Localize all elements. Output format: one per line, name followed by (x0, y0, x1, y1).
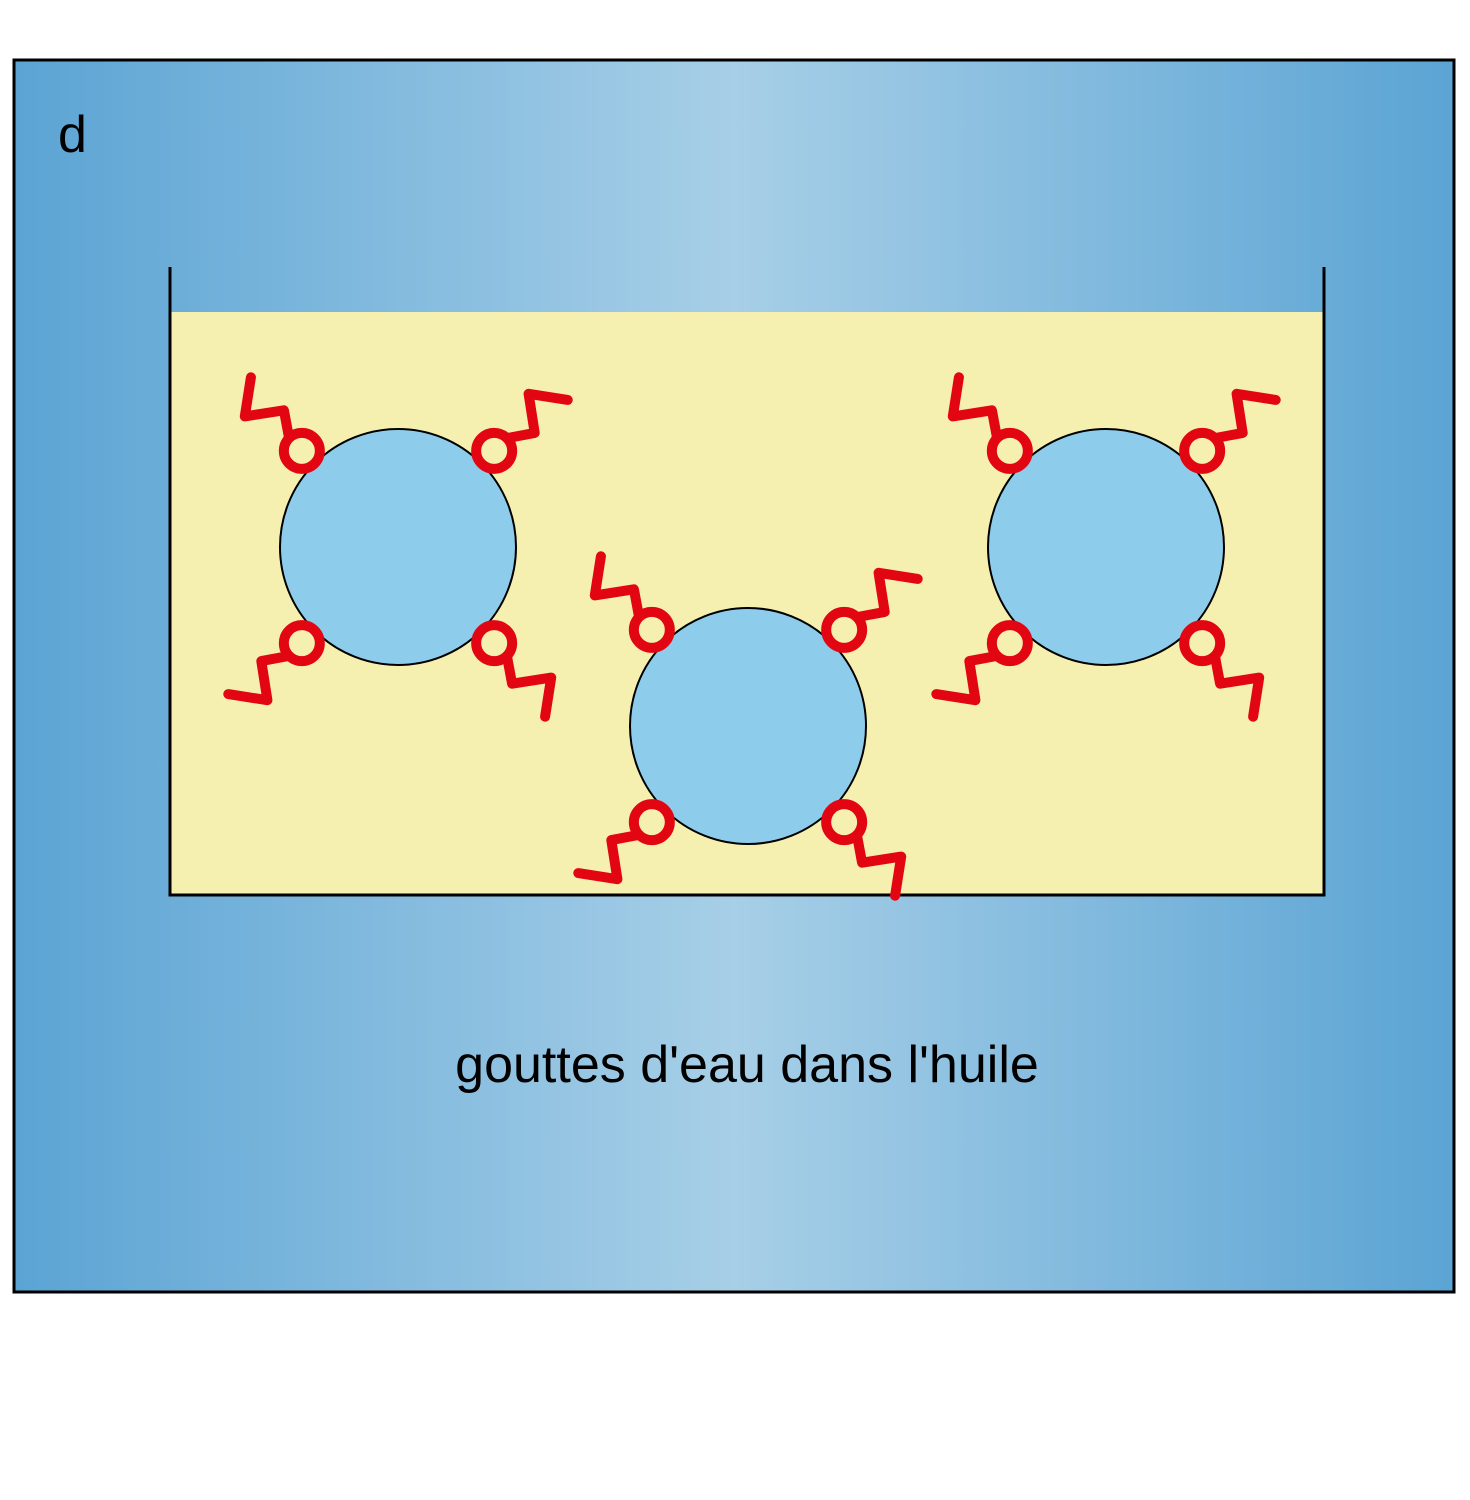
panel-letter: d (58, 106, 87, 164)
diagram-container: { "canvas": { "width": 1470, "height": 1… (0, 0, 1470, 1500)
caption: gouttes d'eau dans l'huile (455, 1036, 1039, 1094)
